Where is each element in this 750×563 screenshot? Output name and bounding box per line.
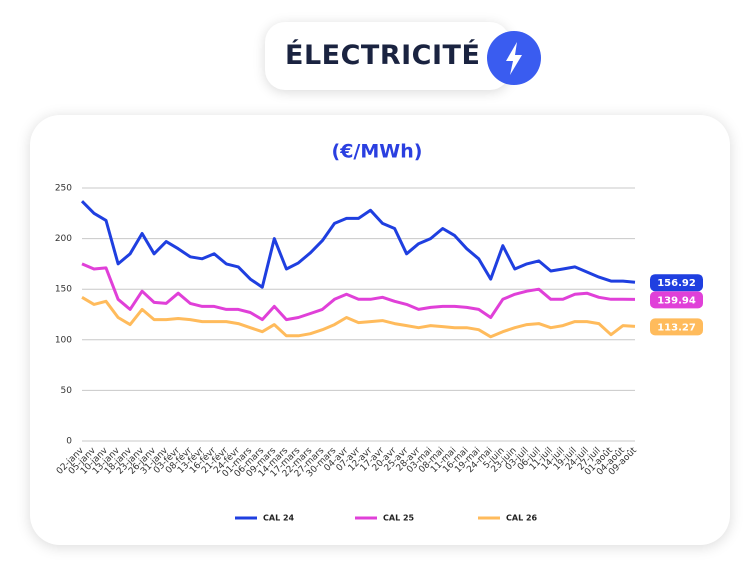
value-badge-label: 156.92	[657, 278, 696, 289]
legend-label: CAL 26	[506, 514, 538, 523]
legend-label: CAL 25	[383, 514, 415, 523]
y-tick-label: 0	[66, 437, 72, 447]
value-badge	[650, 274, 703, 292]
y-tick-label: 250	[55, 184, 72, 194]
line-series	[81, 296, 636, 339]
line-series	[80, 200, 636, 289]
y-tick-label: 100	[55, 335, 72, 345]
chart-title: (€/MWh)	[332, 141, 423, 163]
y-tick-label: 200	[55, 234, 72, 244]
lightning-icon	[487, 31, 541, 85]
value-badge	[650, 318, 703, 336]
line-series	[81, 262, 636, 322]
value-badge	[650, 291, 703, 309]
legend-label: CAL 24	[263, 514, 295, 523]
y-tick-label: 50	[61, 386, 73, 396]
value-badge-label: 113.27	[657, 322, 696, 333]
header-pill: ÉLECTRICITÉ	[265, 22, 510, 90]
header-title: ÉLECTRICITÉ	[285, 40, 481, 71]
value-badge-label: 139.94	[657, 295, 696, 306]
card	[30, 115, 730, 545]
y-tick-label: 150	[55, 285, 72, 295]
